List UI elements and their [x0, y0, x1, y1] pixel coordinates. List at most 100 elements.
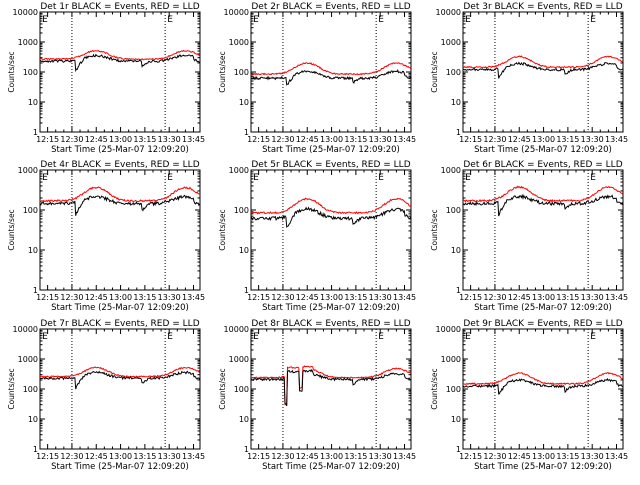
x-tick-label: 12:45: [508, 293, 531, 302]
y-tick-label: 10000: [13, 325, 38, 334]
panel-det-2r: Det 2r BLACK = Events, RED = LLD 1 10 100 10…: [218, 2, 416, 155]
x-tick-label: 13:45: [182, 293, 205, 302]
x-tick-label: 12:30: [483, 293, 506, 302]
series-events-line: [250, 69, 412, 86]
panel-title: Det 5r BLACK = Events, RED = LLD: [251, 160, 410, 170]
x-tick-label: 13:00: [109, 135, 132, 144]
x-tick-label: 13:15: [556, 452, 579, 461]
series-lld-line: [39, 366, 201, 378]
panel-det-1r: Det 1r BLACK = Events, RED = LLD 1 10 100 10…: [7, 2, 205, 155]
panel-det-3r: Det 3r BLACK = Events, RED = LLD 1 10 100 10…: [430, 2, 628, 155]
x-axis-label: Start Time (25-Mar-07 12:09:20): [474, 462, 612, 472]
marker-label-e: E: [42, 173, 48, 183]
x-axis-label: Start Time (25-Mar-07 12:09:20): [474, 145, 612, 155]
marker-label-e: E: [378, 332, 384, 342]
marker-label-e: E: [590, 173, 596, 183]
y-tick-label: 10: [451, 98, 461, 107]
y-tick-label: 100: [23, 68, 38, 77]
x-tick-label: 13:45: [605, 135, 628, 144]
panel-det-6r: Det 6r BLACK = Events, RED = LLD 1 10 100 10…: [430, 160, 628, 313]
x-tick-label: 13:30: [581, 452, 604, 461]
x-tick-label: 13:30: [158, 293, 181, 302]
marker-label-e: E: [465, 173, 471, 183]
x-tick-label: 13:45: [605, 452, 628, 461]
y-tick-label: 100: [234, 68, 249, 77]
series-events-line: [250, 206, 412, 228]
x-tick-label: 12:45: [296, 293, 319, 302]
y-axis-label: Counts/sec: [7, 51, 16, 92]
series-events-line: [39, 194, 201, 216]
marker-label-e: E: [167, 173, 173, 183]
y-tick-label: 1: [244, 286, 249, 295]
y-tick-label: 1000: [229, 166, 249, 175]
x-tick-label: 12:15: [247, 452, 270, 461]
x-tick-label: 12:15: [459, 293, 482, 302]
y-tick-label: 10000: [436, 325, 461, 334]
y-tick-label: 100: [234, 385, 249, 394]
y-tick-label: 100: [23, 206, 38, 215]
panel-title: Det 1r BLACK = Events, RED = LLD: [40, 2, 199, 12]
panel-title: Det 3r BLACK = Events, RED = LLD: [463, 2, 622, 12]
plot-frame: [462, 328, 624, 450]
panel-det-5r: Det 5r BLACK = Events, RED = LLD 1 10 100 10…: [218, 160, 416, 313]
marker-label-e: E: [253, 332, 259, 342]
panel-title: Det 2r BLACK = Events, RED = LLD: [251, 2, 410, 12]
x-tick-label: 13:30: [369, 452, 392, 461]
series-lld-line: [462, 185, 624, 203]
x-tick-label: 13:15: [133, 135, 156, 144]
x-tick-label: 13:15: [344, 293, 367, 302]
x-tick-label: 13:15: [133, 293, 156, 302]
x-tick-label: 12:30: [483, 452, 506, 461]
x-tick-label: 12:15: [247, 135, 270, 144]
x-axis-label: Start Time (25-Mar-07 12:09:20): [474, 303, 612, 313]
panel-det-4r: Det 4r BLACK = Events, RED = LLD 1 10 100 10…: [7, 160, 205, 313]
x-tick-label: 13:45: [605, 293, 628, 302]
series-lld-line: [250, 365, 412, 406]
y-tick-label: 1000: [18, 166, 38, 175]
x-tick-label: 12:30: [60, 452, 83, 461]
marker-label-e: E: [42, 332, 48, 342]
x-tick-label: 12:15: [459, 452, 482, 461]
y-axis-label: Counts/sec: [430, 51, 439, 92]
x-tick-label: 12:45: [508, 452, 531, 461]
series-lld-line: [39, 49, 200, 61]
series-lld-line: [39, 186, 200, 203]
series-events-line: [39, 370, 201, 390]
x-tick-label: 13:30: [581, 135, 604, 144]
plot-frame: [39, 11, 201, 133]
y-tick-label: 100: [446, 68, 461, 77]
plot-frame: [39, 169, 201, 291]
y-tick-label: 10: [28, 98, 38, 107]
y-tick-label: 10: [28, 415, 38, 424]
y-tick-label: 10000: [13, 8, 38, 17]
panel-title: Det 8r BLACK = Events, RED = LLD: [251, 319, 410, 329]
y-tick-label: 10: [239, 246, 249, 255]
panel-title: Det 4r BLACK = Events, RED = LLD: [40, 160, 199, 170]
x-axis-label: Start Time (25-Mar-07 12:09:20): [262, 303, 400, 313]
x-tick-label: 13:30: [581, 293, 604, 302]
series-events-line: [251, 368, 411, 406]
x-axis-label: Start Time (25-Mar-07 12:09:20): [51, 145, 189, 155]
x-tick-label: 12:15: [36, 135, 59, 144]
marker-label-e: E: [167, 15, 173, 25]
x-tick-label: 13:00: [109, 293, 132, 302]
x-tick-label: 13:15: [344, 135, 367, 144]
x-tick-label: 13:30: [158, 452, 181, 461]
x-tick-label: 12:30: [271, 135, 294, 144]
plot-frame: [462, 169, 624, 291]
plot-frame: [462, 11, 624, 133]
y-tick-label: 1000: [441, 166, 461, 175]
marker-label-e: E: [590, 332, 596, 342]
series-lld-line: [462, 55, 624, 69]
y-tick-label: 10: [451, 246, 461, 255]
x-axis-label: Start Time (25-Mar-07 12:09:20): [262, 145, 400, 155]
marker-label-e: E: [253, 173, 259, 183]
y-tick-label: 1000: [18, 355, 38, 364]
x-tick-label: 12:45: [85, 452, 108, 461]
marker-label-e: E: [42, 15, 48, 25]
x-tick-label: 13:00: [320, 452, 343, 461]
x-tick-label: 12:30: [60, 293, 83, 302]
y-tick-label: 1000: [441, 355, 461, 364]
panel-det-9r: Det 9r BLACK = Events, RED = LLD 1 10 100 10…: [430, 319, 628, 472]
